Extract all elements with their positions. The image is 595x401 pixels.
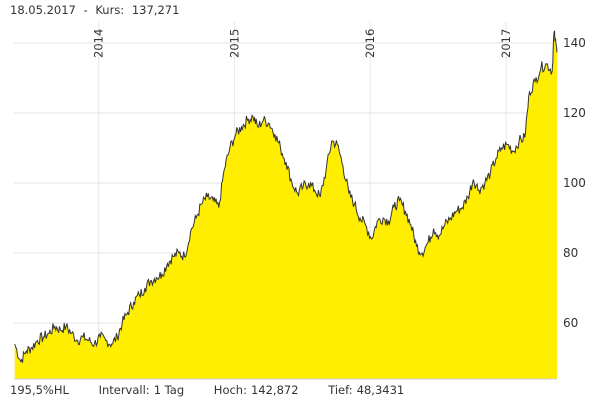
chart-header: 18.05.2017 - Kurs: 137,271: [10, 3, 183, 17]
low-label: Tief:: [328, 383, 353, 397]
y-tick-label: 140: [563, 36, 586, 50]
price-line: [14, 30, 558, 363]
low-info: Tief: 48,3431: [328, 383, 404, 397]
performance-value: 195,5%HL: [10, 383, 69, 397]
interval-info: Intervall: 1 Tag: [99, 383, 185, 397]
high-info: Hoch: 142,872: [214, 383, 299, 397]
y-tick-label: 100: [563, 176, 586, 190]
x-tick-label: 2015: [227, 29, 241, 58]
low-value: 48,3431: [356, 383, 405, 397]
header-separator: -: [83, 3, 88, 17]
price-value: 137,271: [131, 3, 180, 17]
interval-value: 1 Tag: [153, 383, 185, 397]
quote-date: 18.05.2017: [10, 3, 76, 17]
y-tick-label: 60: [563, 316, 578, 330]
high-value: 142,872: [250, 383, 299, 397]
high-label: Hoch:: [213, 383, 247, 397]
interval-label: Intervall:: [98, 383, 150, 397]
price-label: Kurs:: [95, 3, 125, 17]
y-tick-label: 120: [563, 106, 586, 120]
tick-layer: 60 80 100 120 140 2014 2015 2016 2017: [14, 29, 586, 380]
y-tick-label: 80: [563, 246, 578, 260]
x-tick-label: 2017: [499, 29, 513, 58]
chart-footer: 195,5%HL Intervall: 1 Tag Hoch: 142,872 Ti…: [10, 383, 404, 397]
price-area: [14, 30, 557, 380]
x-tick-label: 2016: [363, 29, 377, 58]
x-tick-label: 2014: [92, 29, 106, 58]
